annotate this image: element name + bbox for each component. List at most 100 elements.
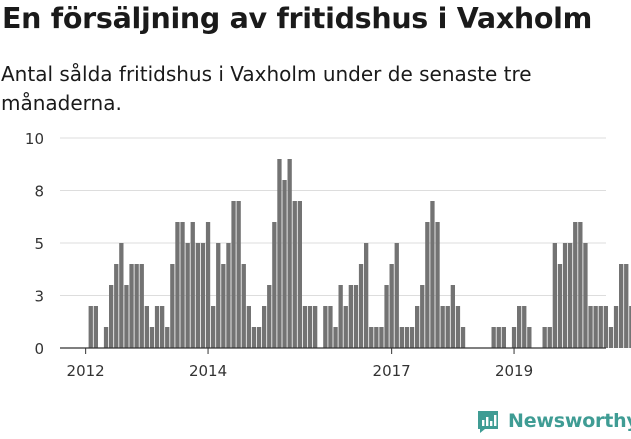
- bar: [251, 327, 257, 348]
- bar: [297, 201, 302, 348]
- bar: [501, 327, 506, 348]
- bar: [195, 243, 200, 348]
- bar: [491, 327, 496, 348]
- bar: [583, 243, 588, 348]
- bar: [404, 327, 410, 348]
- bar: [415, 306, 420, 348]
- y-tick-label: 0: [34, 340, 44, 358]
- bar: [200, 243, 206, 348]
- bar: [568, 243, 573, 348]
- bar: [379, 327, 384, 348]
- bar: [323, 306, 328, 348]
- bar: [430, 201, 435, 348]
- bar: [144, 306, 149, 348]
- bar: [88, 306, 93, 348]
- bar: [496, 327, 501, 348]
- bar: [425, 222, 430, 348]
- bar: [119, 243, 124, 348]
- bar: [562, 243, 568, 348]
- bar: [139, 264, 144, 348]
- bar: [573, 222, 578, 348]
- bar: [619, 264, 624, 348]
- bar: [389, 264, 394, 348]
- bar: [256, 327, 262, 348]
- bar: [460, 327, 466, 348]
- y-tick-label: 3: [34, 288, 44, 306]
- bar: [114, 264, 119, 348]
- x-tick-label: 2014: [189, 362, 227, 380]
- bar: [282, 180, 287, 348]
- bar: [262, 306, 267, 348]
- bar: [608, 327, 614, 348]
- bar: [522, 306, 527, 348]
- bar: [272, 222, 277, 348]
- bar: [394, 243, 399, 348]
- bar: [277, 159, 282, 348]
- bar: [287, 159, 292, 348]
- bar: [578, 222, 583, 348]
- bar: [338, 285, 343, 348]
- bar: [205, 222, 211, 348]
- bar: [236, 201, 241, 348]
- bar: [384, 285, 389, 348]
- newsworthy-chart-icon: [478, 411, 498, 433]
- bar: [211, 306, 216, 348]
- bar: [542, 327, 547, 348]
- bar: [165, 327, 170, 348]
- bar: [103, 327, 109, 348]
- bar: [593, 306, 598, 348]
- bar: [343, 306, 348, 348]
- bar: [190, 222, 195, 348]
- bar: [409, 327, 415, 348]
- x-tick-label: 2017: [373, 362, 411, 380]
- bar: [629, 306, 631, 348]
- bar: [358, 264, 364, 348]
- bar: [313, 306, 318, 348]
- bar: [598, 306, 603, 348]
- bar: [364, 243, 369, 348]
- bar: [185, 243, 190, 348]
- bar: [552, 243, 557, 348]
- x-tick-label: 2019: [495, 362, 533, 380]
- bar: [175, 222, 180, 348]
- bar: [134, 264, 139, 348]
- bar: [369, 327, 374, 348]
- bar: [216, 243, 221, 348]
- bar: [613, 306, 619, 348]
- bar: [435, 222, 440, 348]
- x-axis: 201220142017201920222024: [60, 347, 606, 380]
- bar: [588, 306, 593, 348]
- newsworthy-logo: Newsworthy: [476, 409, 631, 433]
- bar: [180, 222, 185, 348]
- bar: [149, 327, 155, 348]
- bar: [353, 285, 359, 348]
- bar: [450, 285, 455, 348]
- bar: [511, 327, 517, 348]
- y-tick-label: 10: [25, 130, 44, 148]
- bar: [440, 306, 445, 348]
- y-tick-label: 8: [34, 183, 44, 201]
- gridlines: [60, 137, 606, 296]
- bar: [517, 306, 522, 348]
- bar: [226, 243, 231, 348]
- y-tick-label: 5: [34, 235, 44, 253]
- bar: [557, 264, 563, 348]
- bar: [307, 306, 313, 348]
- bar: [348, 285, 353, 348]
- bar: [246, 306, 251, 348]
- bar: [603, 306, 608, 348]
- bar: [129, 264, 134, 348]
- bar: [328, 306, 333, 348]
- bar: [160, 306, 165, 348]
- bar: [267, 285, 272, 348]
- bar: [547, 327, 552, 348]
- bar: [527, 327, 532, 348]
- bar: [445, 306, 450, 348]
- bar: [170, 264, 175, 348]
- bar: [124, 285, 129, 348]
- x-tick-label: 2012: [67, 362, 105, 380]
- bar: [374, 327, 379, 348]
- bar: [399, 327, 404, 348]
- bar: [455, 306, 461, 348]
- bar: [333, 327, 338, 348]
